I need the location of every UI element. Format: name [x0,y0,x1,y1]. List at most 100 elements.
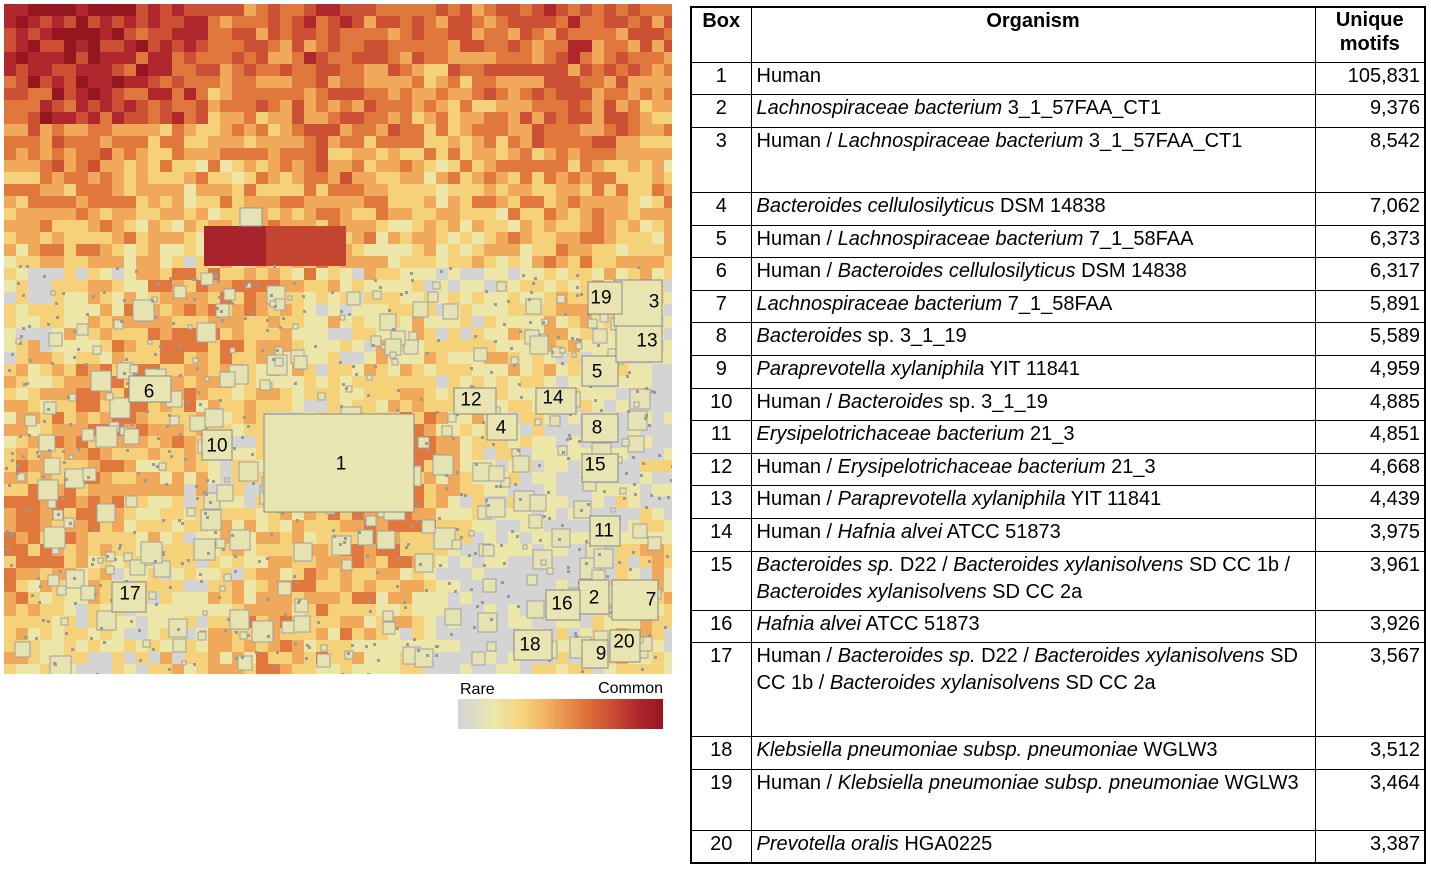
heatmap-cell [28,196,40,208]
heatmap-cell [388,232,400,244]
heatmap-cell [192,357,199,364]
heatmap-cell [64,628,76,640]
heatmap-cell [304,160,316,172]
heatmap-cell [268,268,280,280]
heatmap-cell [88,76,100,88]
heatmap-cell [473,626,476,629]
heatmap-cell [112,208,124,220]
heatmap-cell [76,544,88,556]
heatmap-cell [332,529,335,532]
heatmap-cell [76,244,88,256]
heatmap-cell [520,136,532,148]
heatmap-cell [556,280,568,292]
heatmap-cell [280,568,292,580]
heatmap-cell [412,448,424,460]
heatmap-cell [558,538,561,541]
heatmap-cell [652,28,664,40]
heatmap-cell [664,124,672,136]
heatmap-cell [664,304,672,316]
heatmap-cell [148,184,160,196]
heatmap-cell [40,592,52,604]
heatmap-cell [28,604,40,616]
heatmap-cell [400,544,412,556]
heatmap-cell [232,352,244,364]
box-label-3: 3 [648,291,660,313]
heatmap-cell [168,668,171,671]
heatmap-cell [448,292,460,304]
heatmap-cell [148,64,160,76]
heatmap-cell [448,628,460,640]
heatmap-cell [88,148,100,160]
heatmap-cell [571,352,577,358]
heatmap-cell [547,491,550,494]
heatmap-cell [472,256,484,268]
heatmap-cell [38,434,56,452]
heatmap-cell [40,256,52,268]
heatmap-cell [268,604,280,616]
heatmap-cell [244,40,256,52]
heatmap-cell [258,560,261,563]
heatmap-cell [640,556,652,568]
heatmap-cell [184,304,196,316]
heatmap-cell [664,388,672,400]
heatmap-cell [296,519,299,522]
heatmap-cell [556,112,568,124]
heatmap-cell [357,529,374,546]
heatmap-cell [76,388,88,400]
heatmap-cell [64,412,76,424]
heatmap-cell [548,517,551,520]
heatmap-cell [376,220,388,232]
heatmap-cell [22,294,25,297]
heatmap-cell [256,76,268,88]
heatmap-cell [4,424,16,436]
heatmap-cell [124,532,136,544]
heatmap-cell [328,88,340,100]
heatmap-cell [109,397,131,419]
heatmap-cell [172,436,184,448]
heatmap-cell [652,52,664,64]
heatmap-cell [412,40,424,52]
heatmap-cell [232,112,244,124]
heatmap-cell [664,136,672,148]
heatmap-cell [556,88,568,100]
heatmap-cell [436,388,448,400]
heatmap-cell [448,364,460,376]
heatmap-cell [160,532,172,544]
heatmap-cell [653,391,656,394]
heatmap-cell [160,52,172,64]
heatmap-cell [170,455,173,458]
heatmap-cell [604,184,616,196]
heatmap-cell [16,316,28,328]
heatmap-cell [112,124,124,136]
heatmap-cell [556,232,568,244]
heatmap-cell [460,160,472,172]
heatmap-cell [376,52,388,64]
heatmap-cell [64,28,76,40]
heatmap-cell [16,400,28,412]
heatmap-cell [581,639,609,669]
heatmap-cell [556,100,568,112]
heatmap-cell [448,196,460,208]
heatmap-cell [484,556,496,568]
heatmap-cell [112,4,124,16]
heatmap-cell [534,418,542,426]
heatmap-cell [580,328,592,340]
heatmap-cell [186,401,189,404]
heatmap-cell [172,52,184,64]
heatmap-cell [440,270,443,273]
heatmap-cell [436,268,448,280]
heatmap-cell [544,424,556,436]
heatmap-cell [328,148,340,160]
heatmap-cell [273,265,276,268]
heatmap-cell [542,321,545,324]
heatmap-cell [532,316,544,328]
heatmap-cell [454,590,457,593]
heatmap-cell [22,455,25,458]
heatmap-cell [376,16,388,28]
organism-name-text: DSM 14838 [994,194,1106,217]
heatmap-cell [664,40,672,52]
heatmap-cell [412,256,424,268]
heatmap-cell [640,124,652,136]
heatmap-cell [135,270,138,273]
heatmap-cell [196,28,208,40]
